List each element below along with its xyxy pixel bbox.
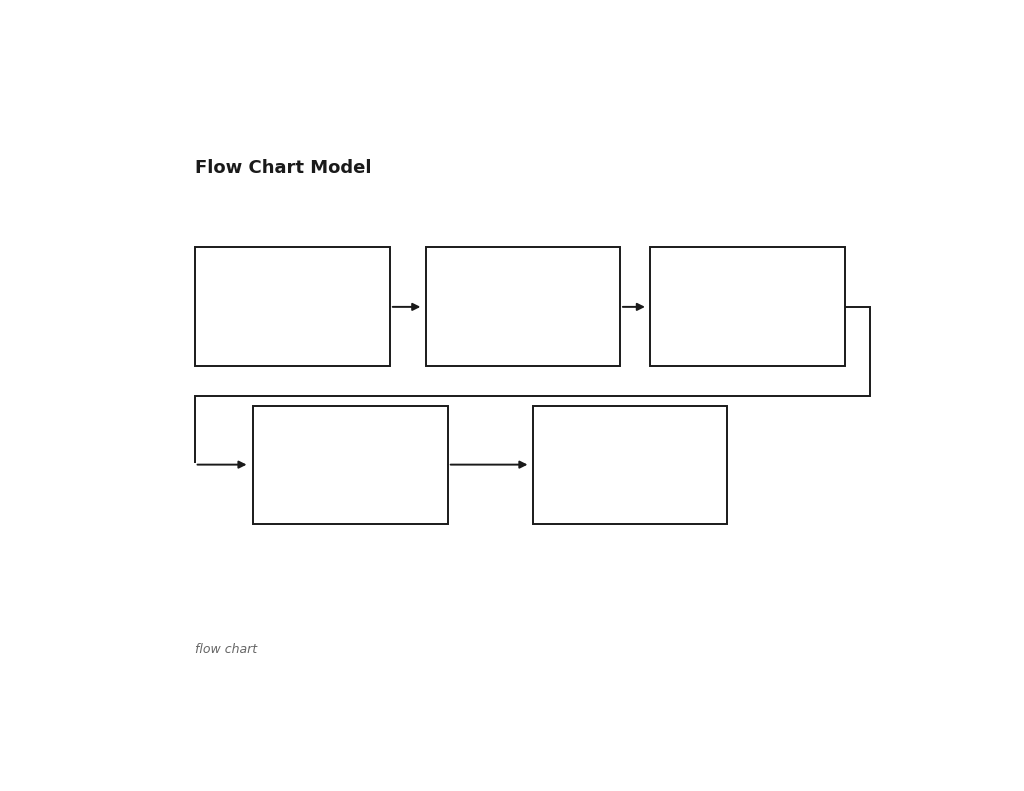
- FancyBboxPatch shape: [650, 247, 845, 366]
- Text: Flow Chart Model: Flow Chart Model: [196, 159, 372, 177]
- FancyBboxPatch shape: [532, 406, 727, 524]
- Text: flow chart: flow chart: [196, 644, 258, 657]
- FancyBboxPatch shape: [253, 406, 447, 524]
- FancyBboxPatch shape: [196, 247, 390, 366]
- FancyBboxPatch shape: [426, 247, 620, 366]
